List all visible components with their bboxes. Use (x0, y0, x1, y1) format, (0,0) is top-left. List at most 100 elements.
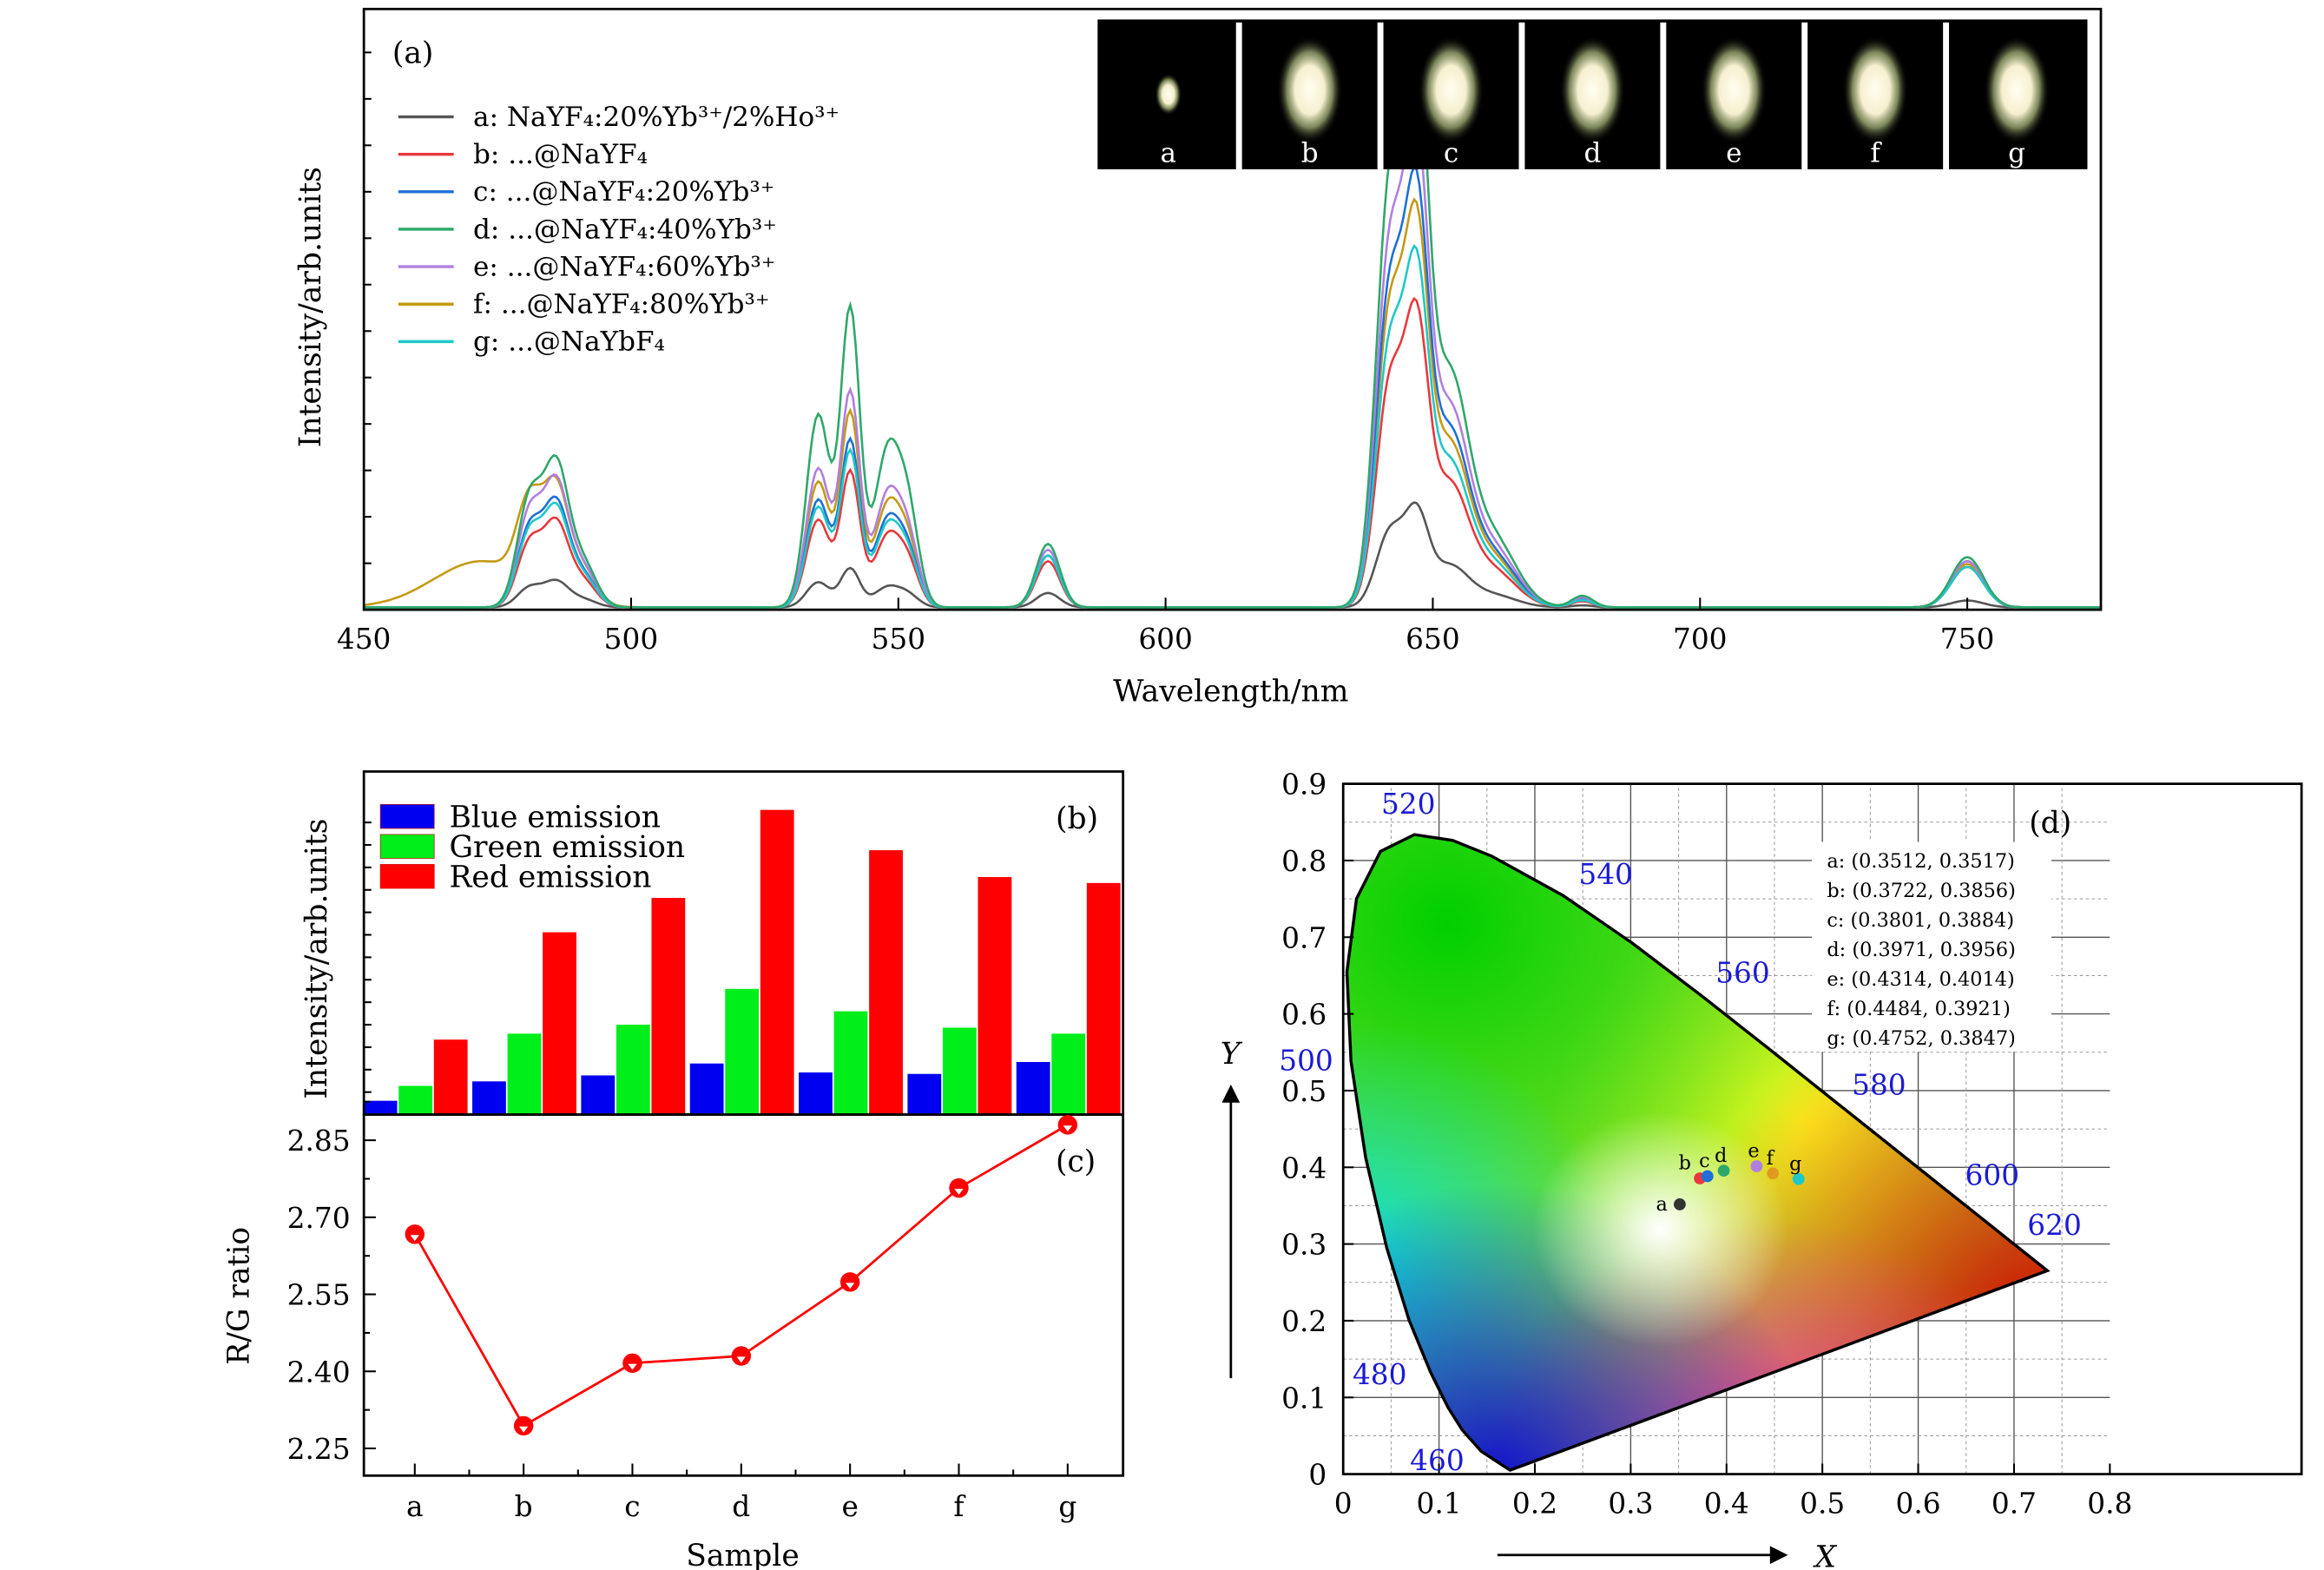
coordinate-entry-a: a: (0.3512, 0.3517) (1827, 850, 2015, 873)
bar-green-e (833, 1011, 868, 1115)
wavelength-label-520: 520 (1381, 788, 1436, 821)
bar-blue-a (363, 1100, 398, 1115)
cie-point-a (1674, 1198, 1686, 1210)
inset-separator (1801, 22, 1808, 169)
panel-b-bar-chart: (b) Intensity/arb.units Blue emissionGre… (300, 770, 1125, 1116)
legend-swatch (379, 804, 435, 829)
x-tick-label: a (406, 1490, 424, 1523)
x-tick-label: 700 (1673, 623, 1728, 656)
bar-green-f (942, 1027, 977, 1115)
bar-green-a (398, 1085, 433, 1115)
legend-label-b: b: ...@NaYF₄ (473, 139, 648, 170)
x-tick-label: 0.3 (1608, 1487, 1653, 1520)
coordinate-entry-e: e: (0.4314, 0.4014) (1827, 968, 2014, 991)
cie-point-label-g: g (1789, 1152, 1801, 1175)
bar-blue-b (472, 1081, 506, 1115)
bar-green-c (616, 1025, 650, 1115)
inset-label-f: f (1870, 137, 1882, 168)
ratio-point-marker-icon (628, 1363, 637, 1370)
panel-a-spectrum: 450 500 550 600 650 700 750 (a) Wavelength/nm … (293, 7, 2103, 709)
panel-c-label: (c) (1056, 1145, 1096, 1179)
inset-label-c: c (1444, 137, 1458, 168)
coordinate-entry-c: c: (0.3801, 0.3884) (1827, 909, 2014, 932)
panel-a-x-axis-label: Wavelength/nm (1113, 674, 1348, 709)
wavelength-label-540: 540 (1578, 858, 1633, 891)
ratio-point-a (405, 1224, 425, 1244)
inset-label-d: d (1583, 137, 1601, 168)
y-tick-label: 2.70 (287, 1202, 351, 1235)
panel-a-axes-frame (362, 7, 2103, 611)
luminescence-photo-e (1701, 36, 1768, 144)
legend-swatch (379, 864, 435, 889)
coordinate-entry-b: b: (0.3722, 0.3856) (1827, 880, 2016, 902)
cie-point-label-a: a (1656, 1193, 1668, 1216)
luminescence-photo-f (1842, 36, 1909, 144)
x-tick-label: 450 (337, 623, 392, 656)
inset-label-e: e (1726, 137, 1741, 168)
x-tick-label: 0.4 (1704, 1487, 1749, 1520)
bar-green-d (725, 988, 760, 1115)
bar-red-f (978, 876, 1012, 1115)
luminescence-photo-c (1418, 36, 1485, 144)
ratio-point-marker-icon (1063, 1125, 1073, 1132)
inset-label-a: a (1161, 137, 1177, 168)
y-tick-label: 0.9 (1281, 769, 1327, 801)
x-tick-label: d (732, 1490, 750, 1523)
wavelength-label-460: 460 (1410, 1444, 1465, 1477)
legend-swatch (379, 834, 435, 859)
bar-blue-g (1016, 1061, 1050, 1115)
panel-b-label: (b) (1056, 801, 1098, 836)
y-tick-label: 0 (1308, 1459, 1327, 1492)
ratio-point-c (622, 1353, 642, 1374)
cie-point-e (1750, 1160, 1763, 1172)
spectral-locus (1345, 833, 2051, 1473)
x-tick-label: 550 (872, 623, 926, 656)
ratio-line (413, 1124, 1069, 1428)
y-tick-label: 2.25 (287, 1433, 351, 1466)
y-tick-label: 0.3 (1281, 1229, 1327, 1262)
x-tick-label: 0.2 (1512, 1487, 1557, 1520)
panel-a-legend: a: NaYF₄:20%Yb³⁺/2%Ho³⁺ b: ...@NaYF₄ c: ..… (398, 102, 839, 358)
cie-point-f (1767, 1167, 1780, 1180)
ratio-point-marker-icon (845, 1283, 855, 1290)
inset-separator (1235, 22, 1242, 169)
panel-d-x-axis-label: X (1813, 1540, 1838, 1570)
bar-red-e (869, 850, 903, 1115)
y-tick-label: 2.55 (287, 1279, 351, 1312)
x-tick-label: c (624, 1490, 640, 1523)
legend-label-g: g: ...@NaYbF₄ (473, 327, 665, 358)
wavelength-label-580: 580 (1852, 1069, 1906, 1102)
bar-red-a (433, 1039, 468, 1115)
legend-label: Blue emission (449, 800, 661, 834)
legend-label: Red emission (449, 860, 651, 894)
x-tick-label: g (1058, 1490, 1076, 1523)
y-tick-label: 0.4 (1281, 1151, 1327, 1184)
y-tick-label: 0.2 (1281, 1305, 1327, 1338)
y-tick-label: 0.5 (1281, 1075, 1327, 1108)
wavelength-label-500: 500 (1279, 1045, 1333, 1078)
panel-d-y-axis-label: Y (1221, 1037, 1243, 1072)
cie-point-label-c: c (1699, 1150, 1710, 1172)
y-tick-label: 2.85 (287, 1125, 351, 1158)
ratio-point-marker-icon (410, 1235, 419, 1242)
cie-point-d (1717, 1164, 1730, 1178)
x-tick-label: 0.5 (1800, 1487, 1845, 1520)
x-tick-label: 0 (1334, 1487, 1353, 1520)
legend-label-d: d: ...@NaYF₄:40%Yb³⁺ (473, 214, 777, 245)
x-tick-label: 0.1 (1417, 1487, 1462, 1520)
legend-label-c: c: ...@NaYF₄:20%Yb³⁺ (473, 176, 774, 208)
inset-label-b: b (1301, 137, 1319, 168)
panel-c-axes-frame (362, 1113, 1125, 1477)
legend-label-a: a: NaYF₄:20%Yb³⁺/2%Ho³⁺ (473, 102, 839, 133)
cie-point-g (1792, 1172, 1805, 1185)
coordinate-entry-d: d: (0.3971, 0.3956) (1827, 939, 2016, 961)
bar-red-c (651, 898, 686, 1115)
luminescence-photo-b (1276, 36, 1343, 144)
inset-separator (1518, 22, 1525, 169)
legend-label-f: f: ...@NaYF₄:80%Yb³⁺ (473, 289, 769, 320)
legend-label-e: e: ...@NaYF₄:60%Yb³⁺ (473, 251, 775, 282)
cie-point-label-d: d (1715, 1145, 1727, 1167)
y-tick-label: 0.8 (1281, 845, 1327, 878)
